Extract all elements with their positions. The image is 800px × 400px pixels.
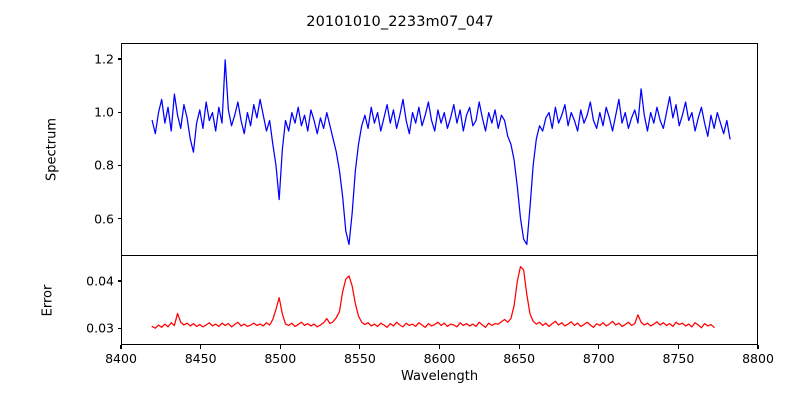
xtick-label: 8600 bbox=[423, 351, 456, 366]
spectrum-plot-area bbox=[122, 44, 757, 255]
error-ytick-label: 0.04 bbox=[86, 273, 114, 289]
spectrum-ytick-mark bbox=[117, 111, 121, 113]
spectrum-ytick-label: 0.6 bbox=[94, 211, 114, 227]
error-plot-area bbox=[122, 256, 757, 344]
xtick-mark bbox=[359, 345, 361, 349]
xtick-mark bbox=[518, 345, 520, 349]
spectrum-ytick-mark bbox=[117, 164, 121, 167]
spectrum-ytick-label: 1.0 bbox=[94, 104, 114, 120]
xtick-label: 8650 bbox=[503, 351, 536, 366]
xtick-mark bbox=[279, 345, 281, 349]
spectrum-ytick-mark bbox=[117, 218, 121, 220]
x-axis-label: Wavelength bbox=[400, 369, 479, 384]
spectrum-y-axis-label: Spectrum bbox=[44, 118, 60, 181]
error-panel bbox=[121, 255, 758, 345]
xtick-mark bbox=[757, 345, 759, 349]
xtick-mark bbox=[120, 345, 122, 349]
error-y-axis-label: Error bbox=[40, 284, 56, 317]
xtick-label: 8400 bbox=[105, 351, 137, 366]
xtick-label: 8700 bbox=[582, 351, 615, 366]
xtick-mark bbox=[598, 345, 600, 349]
xtick-label: 8800 bbox=[742, 351, 774, 366]
error-ytick-mark bbox=[117, 327, 121, 329]
xtick-label: 8450 bbox=[184, 351, 217, 366]
xtick-label: 8750 bbox=[662, 351, 695, 366]
xtick-mark bbox=[677, 345, 679, 349]
spectrum-data-line bbox=[152, 60, 730, 245]
xtick-mark bbox=[438, 345, 441, 349]
error-data-line bbox=[152, 267, 714, 329]
figure-title: 20101010_2233m07_047 bbox=[306, 14, 494, 30]
spectrum-ytick-mark bbox=[117, 58, 121, 60]
spectrum-panel bbox=[121, 43, 758, 256]
spectrum-ytick-label: 0.8 bbox=[94, 157, 114, 173]
xtick-label: 8550 bbox=[343, 351, 376, 366]
error-ytick-mark bbox=[117, 280, 121, 282]
xtick-mark bbox=[200, 345, 202, 349]
xtick-label: 8500 bbox=[264, 351, 297, 366]
error-ytick-label: 0.03 bbox=[86, 320, 114, 336]
spectrum-ytick-label: 1.2 bbox=[94, 51, 114, 67]
